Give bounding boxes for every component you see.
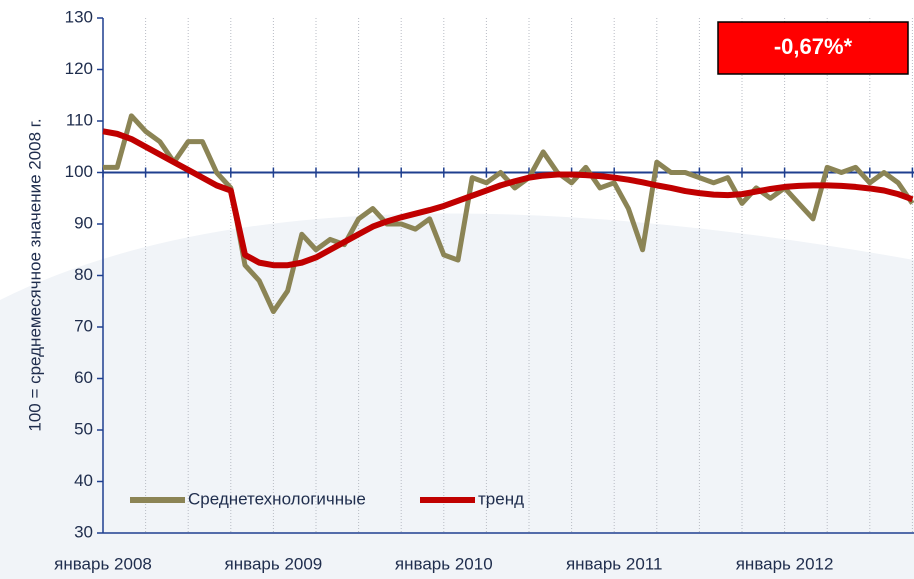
annotation-box xyxy=(717,21,909,75)
x-tick-label: январь 2009 xyxy=(225,554,323,573)
series-line xyxy=(102,128,914,269)
plot: 30 40 50 60 70 80 90 100 110 120 130 январь 2008 янв… xyxy=(54,7,914,573)
y-tick-label: 110 xyxy=(66,110,93,129)
y-tick-label: 60 xyxy=(74,368,93,387)
y-tick-label: 50 xyxy=(74,419,93,438)
background-shape xyxy=(0,213,914,579)
x-tick-label: январь 2010 xyxy=(395,554,493,573)
y-tick-label: 120 xyxy=(65,59,93,78)
y-tick-label: 130 xyxy=(65,7,93,26)
y-tick-label: 100 xyxy=(65,162,93,181)
x-tick-label: январь 2012 xyxy=(736,554,834,573)
y-tick-label: 80 xyxy=(74,265,93,284)
y-tick-label: 70 xyxy=(74,316,93,335)
x-tick-label: январь 2008 xyxy=(54,554,152,573)
y-tick-label: 30 xyxy=(74,522,93,541)
y-tick-label: 40 xyxy=(74,471,93,490)
y-tick-label: 90 xyxy=(74,213,93,232)
annotation: -0,67%* xyxy=(774,34,853,59)
legend-label: Среднетехнологичные xyxy=(188,489,366,508)
y-axis-label: 100 = среднемесячное значение 2008 г. xyxy=(25,118,44,431)
legend-label: тренд xyxy=(478,489,524,508)
x-tick-label: январь 2011 xyxy=(566,554,662,573)
